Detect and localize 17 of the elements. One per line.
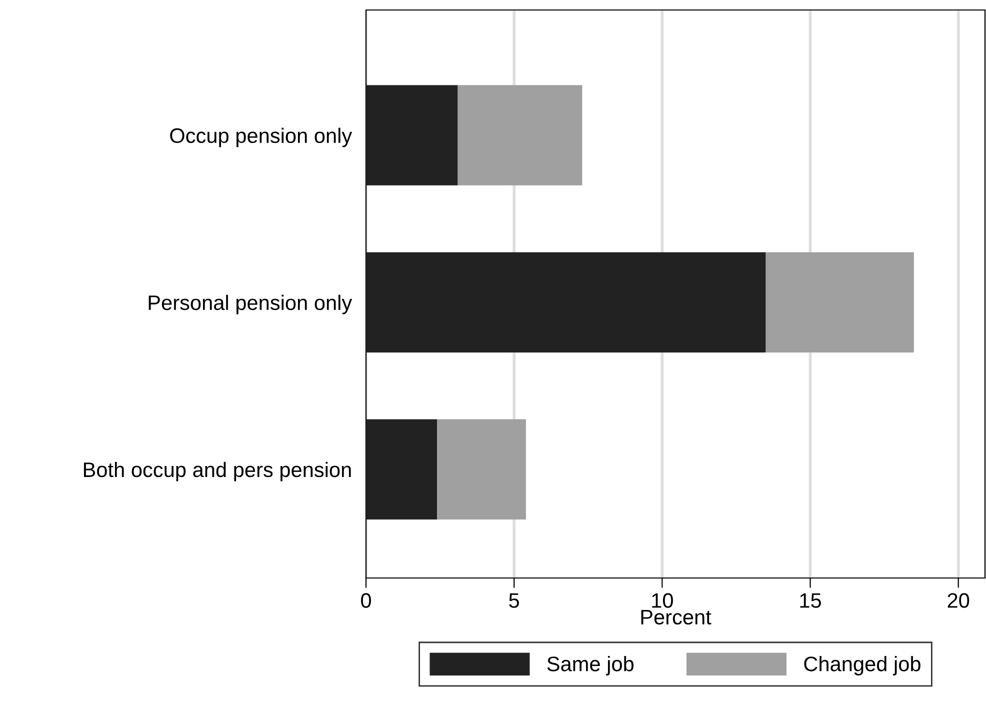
bar — [458, 85, 582, 186]
bar — [437, 419, 526, 520]
x-tick-label: 0 — [361, 593, 371, 608]
x-tick-label: 20 — [948, 593, 970, 608]
x-axis-title: Percent — [641, 610, 712, 625]
x-tick-label: 15 — [800, 593, 821, 608]
bar — [366, 419, 438, 520]
y-tick-label: Both occup and pers pension — [84, 462, 351, 482]
y-tick-label: Personal pension only — [148, 294, 352, 314]
legend-label: Changed job — [804, 656, 920, 676]
x-tick-label: 10 — [652, 593, 673, 608]
bar — [366, 85, 458, 186]
bar — [766, 252, 914, 352]
legend-label: Same job — [547, 656, 634, 676]
bar — [366, 252, 766, 352]
x-tick-label: 5 — [509, 593, 520, 608]
y-tick-label: Occup pension only — [170, 128, 352, 148]
